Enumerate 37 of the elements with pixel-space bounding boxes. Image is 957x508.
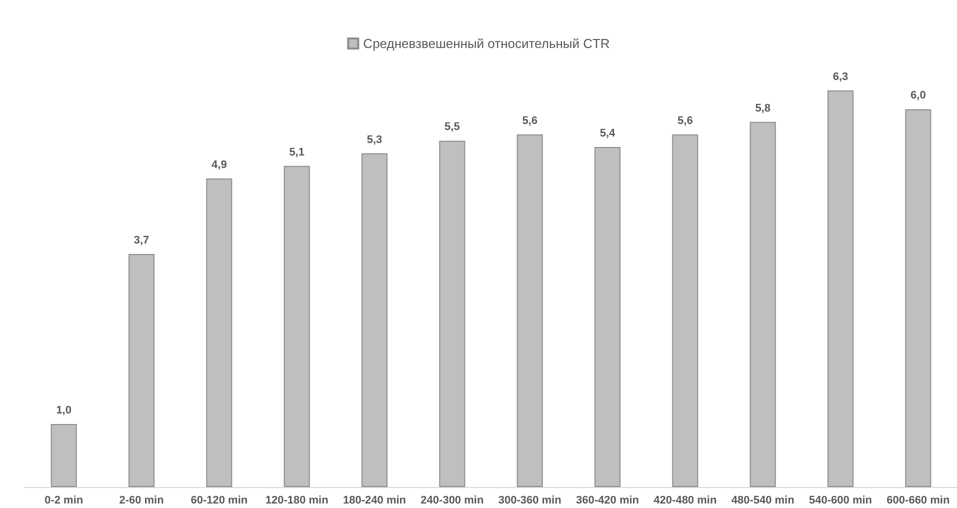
bar — [672, 134, 698, 487]
bar — [828, 90, 854, 487]
x-tick-label: 360-420 min — [576, 494, 640, 506]
bar — [516, 134, 543, 487]
bar — [284, 166, 310, 487]
x-tick-label: 60-120 min — [190, 494, 248, 506]
legend-label: Средневзвешенный относительный CTR — [363, 36, 610, 51]
data-label: 5,5 — [444, 121, 460, 134]
x-tick-label: 0-2 min — [44, 494, 84, 506]
bar — [128, 254, 154, 487]
data-label: 5,8 — [755, 102, 770, 114]
data-label: 5,6 — [522, 114, 538, 127]
x-tick-label: 120-180 min — [265, 494, 329, 506]
x-tick-label: 540-600 min — [809, 494, 872, 506]
bar — [206, 178, 232, 487]
data-label: 5,4 — [600, 128, 616, 140]
x-tick-label: 2-60 min — [119, 494, 164, 506]
data-label: 6,3 — [832, 70, 848, 83]
data-label: 4,9 — [212, 158, 227, 171]
data-label: 5,3 — [366, 134, 382, 146]
data-label: 3,7 — [134, 234, 150, 247]
x-tick-label: 240-300 min — [420, 494, 484, 506]
bar — [439, 140, 466, 487]
bar — [362, 153, 388, 487]
x-tick-label: 420-480 min — [654, 494, 717, 506]
bar — [594, 147, 620, 487]
data-label: 6,0 — [910, 90, 926, 102]
x-tick-label: 180-240 min — [343, 494, 406, 506]
data-label: 1,0 — [56, 404, 72, 417]
x-tick-label: 480-540 min — [731, 494, 795, 506]
data-label: 5,1 — [289, 146, 304, 158]
x-tick-label: 300-360 min — [498, 494, 562, 506]
bar — [905, 109, 932, 487]
bar — [50, 424, 77, 487]
data-label: 5,6 — [678, 114, 693, 127]
x-tick-label: 600-660 min — [886, 494, 950, 506]
bar — [750, 122, 776, 487]
